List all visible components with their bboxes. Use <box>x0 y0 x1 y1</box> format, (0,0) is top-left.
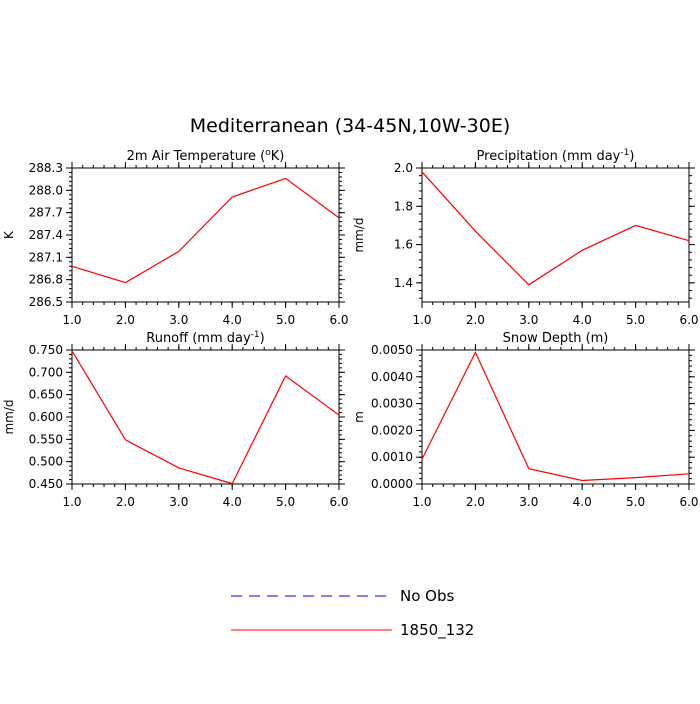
x-tick-label: 5.0 <box>276 495 295 509</box>
legend: No Obs 1850_132 <box>231 587 474 640</box>
y-tick-label: 287.1 <box>29 250 63 264</box>
panel-title-text: 2m Air Temperature ( <box>127 149 266 164</box>
panel-1: 2m Air Temperature (oK) K 286.5 286.8 287.1 2… <box>2 148 349 327</box>
x-tick-label: 2.0 <box>466 495 485 509</box>
x-tick-label: 6.0 <box>679 495 698 509</box>
y-tick-label: 0.700 <box>29 365 63 379</box>
series-line-1 <box>71 350 340 485</box>
y-tick-label: 0.600 <box>29 410 63 424</box>
panel-title-text: Runoff (mm day <box>146 331 251 346</box>
y-tick-label: 1.6 <box>394 238 413 252</box>
panel-title-superscript: -1 <box>620 148 629 158</box>
y-tick-label: 286.5 <box>29 295 63 309</box>
y-axis-label: mm/d <box>352 217 366 252</box>
panel-title: Snow Depth (m) <box>503 331 609 346</box>
x-tick-label: 4.0 <box>223 495 242 509</box>
y-tick-label: 1.4 <box>394 276 413 290</box>
panels: 2m Air Temperature (oK) K 286.5 286.8 287.1 2… <box>2 148 699 509</box>
y-tick-label: 0.0040 <box>371 370 413 384</box>
x-tick-label: 5.0 <box>626 495 645 509</box>
figure-title: Mediterranean (34-45N,10W-30E) <box>190 115 510 137</box>
panel-title-text: Precipitation (mm day <box>477 149 621 164</box>
panel-title-tail: K) <box>271 149 285 164</box>
legend-label: No Obs <box>400 587 454 605</box>
y-tick-label: 287.4 <box>29 228 63 242</box>
x-tick-label: 6.0 <box>679 313 698 327</box>
y-tick-label: 0.0010 <box>371 450 413 464</box>
y-tick-label: 288.3 <box>29 161 63 175</box>
y-tick-label: 0.0000 <box>371 477 413 491</box>
x-tick-label: 1.0 <box>412 313 431 327</box>
y-tick-label: 0.550 <box>29 432 63 446</box>
x-tick-label: 2.0 <box>116 495 135 509</box>
panel-title-tail: ) <box>260 331 265 346</box>
legend-item: No Obs <box>231 587 454 605</box>
y-tick-label: 0.750 <box>29 343 63 357</box>
y-tick-label: 0.0050 <box>371 343 413 357</box>
x-tick-label: 3.0 <box>169 495 188 509</box>
panel-title-tail: ) <box>629 149 634 164</box>
panel-title-text: Snow Depth (m) <box>503 331 609 346</box>
y-tick-label: 0.650 <box>29 388 63 402</box>
x-tick-label: 1.0 <box>412 495 431 509</box>
panel-title-superscript: o <box>265 148 271 158</box>
x-tick-label: 4.0 <box>223 313 242 327</box>
panel-title: Precipitation (mm day-1) <box>477 148 635 164</box>
legend-item: 1850_132 <box>231 621 474 640</box>
x-tick-label: 4.0 <box>573 495 592 509</box>
y-tick-label: 287.7 <box>29 206 63 220</box>
y-tick-label: 0.450 <box>29 477 63 491</box>
y-tick-label: 286.8 <box>29 273 63 287</box>
y-tick-label: 0.0020 <box>371 423 413 437</box>
x-tick-label: 3.0 <box>519 495 538 509</box>
x-tick-label: 1.0 <box>62 313 81 327</box>
series-line-1 <box>71 177 340 284</box>
x-tick-label: 6.0 <box>329 313 348 327</box>
x-tick-label: 4.0 <box>573 313 592 327</box>
y-axis-label: m <box>352 411 366 423</box>
plot-frame <box>421 349 690 485</box>
plot-frame <box>421 167 690 303</box>
series-line-1 <box>421 351 690 482</box>
legend-label: 1850_132 <box>400 621 474 640</box>
panel-4: Snow Depth (m) m 0.0000 0.0010 0.0020 0.0030 0… <box>352 331 699 509</box>
panel-title: Runoff (mm day-1) <box>146 330 264 346</box>
x-tick-label: 2.0 <box>466 313 485 327</box>
x-tick-label: 3.0 <box>169 313 188 327</box>
panel-title-superscript: -1 <box>251 330 260 340</box>
y-axis-label: K <box>2 230 16 239</box>
series-line-1 <box>421 171 690 286</box>
x-tick-label: 6.0 <box>329 495 348 509</box>
y-tick-label: 288.0 <box>29 183 63 197</box>
x-tick-label: 2.0 <box>116 313 135 327</box>
y-tick-label: 0.0030 <box>371 397 413 411</box>
x-tick-label: 3.0 <box>519 313 538 327</box>
y-axis-label: mm/d <box>2 399 16 434</box>
y-tick-label: 0.500 <box>29 455 63 469</box>
panel-3: Runoff (mm day-1) mm/d 0.450 0.500 0.550 0.60… <box>2 330 349 509</box>
panel-title: 2m Air Temperature (oK) <box>127 148 285 164</box>
panel-2: Precipitation (mm day-1) mm/d 1.4 1.6 1.8 2.0… <box>352 148 699 327</box>
y-tick-label: 2.0 <box>394 161 413 175</box>
x-tick-label: 1.0 <box>62 495 81 509</box>
y-tick-label: 1.8 <box>394 199 413 213</box>
x-tick-label: 5.0 <box>626 313 645 327</box>
x-tick-label: 5.0 <box>276 313 295 327</box>
